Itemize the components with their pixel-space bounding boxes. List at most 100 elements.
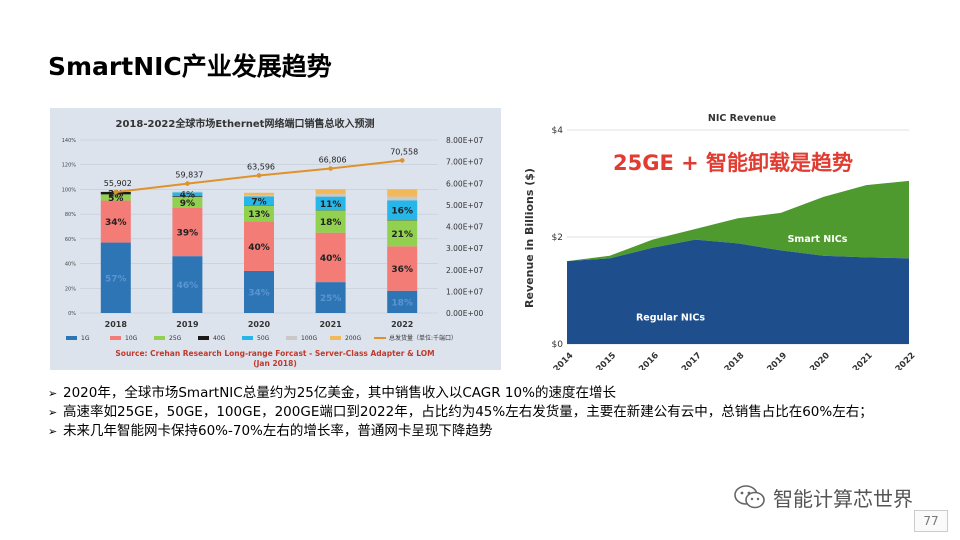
bullet-item: ➢ 高速率如25GE，50GE，100GE，200GE端口到2022年，占比约为4… — [48, 403, 908, 422]
total-shipment-point — [256, 173, 262, 178]
bar-segment-50G — [387, 200, 418, 221]
bar-segment-25G — [100, 194, 131, 201]
legend-swatch — [242, 336, 253, 340]
y-right-tick-label: 6.00E+07 — [446, 179, 483, 188]
area-smart-nics — [567, 180, 909, 262]
bar-data-label: 2% — [108, 190, 123, 200]
y-left-tick-label: 20% — [65, 286, 76, 292]
watermark-text: 智能计算芯世界 — [773, 486, 913, 511]
series-label-smart: Smart NICs — [788, 234, 848, 245]
y-left-tick-label: 100% — [62, 187, 77, 193]
bar-segment-1G — [244, 270, 274, 313]
bullet-arrow-icon: ➢ — [48, 406, 58, 419]
area-regular-nics — [567, 239, 909, 344]
total-shipment-label: 59,837 — [175, 171, 203, 180]
y-axis-label: Revenue in Billions ($) — [523, 168, 536, 308]
y-tick-label: $4 — [552, 126, 564, 136]
x-tick-label: 2020 — [808, 351, 832, 370]
x-tick-label: 2017 — [680, 351, 704, 370]
bar-data-label: 57% — [105, 274, 127, 284]
x-tick-label: 2022 — [894, 351, 917, 370]
x-tick-label: 2022 — [391, 320, 413, 329]
bar-data-label: 21% — [391, 230, 413, 240]
nic-revenue-chart-panel: $0 $2 $4 Regular NICs Smart NICs 2014 2015 2016… — [517, 108, 918, 374]
chart-title: NIC Revenue — [708, 113, 776, 124]
y-left-tick-label: 120% — [62, 163, 77, 169]
y-right-tick-label: 1.00E+07 — [446, 287, 483, 296]
bar-segment-10G — [172, 207, 203, 257]
bar-segment-200G — [244, 192, 274, 196]
legend-swatch — [66, 336, 77, 340]
legend-label: 50G — [257, 335, 270, 342]
chart-title: 2018-2022全球市场Ethernet网络端口销售总收入预测 — [116, 117, 375, 130]
bar-data-label: 34% — [248, 288, 270, 298]
bar-data-label: 16% — [391, 207, 413, 217]
total-shipment-label: 55,902 — [104, 179, 132, 188]
bar-data-label: 9% — [180, 199, 195, 209]
x-tick-label: 2019 — [176, 320, 199, 329]
bar-segment-1G — [315, 282, 346, 313]
bar-segment-10G — [100, 200, 131, 243]
bar-segment-100G — [244, 195, 274, 197]
watermark: 智能计算芯世界 — [733, 482, 913, 512]
chart-source: Source: Crehan Research Long-range Forca… — [115, 349, 434, 358]
bar-data-label: 7% — [251, 197, 266, 207]
bar-segment-100G — [172, 191, 203, 193]
legend-swatch — [198, 336, 209, 340]
bar-segment-200G — [387, 189, 418, 197]
y-right-tick-label: 7.00E+07 — [446, 158, 483, 167]
y-left-tick-label: 140% — [62, 138, 77, 144]
bar-data-label: 5% — [108, 194, 123, 204]
chart-annotation: 25GE + 智能卸载是趋势 — [613, 151, 853, 175]
legend-swatch — [110, 336, 121, 340]
legend-swatch — [286, 336, 297, 340]
bar-data-label: 39% — [177, 229, 199, 239]
y-right-tick-label: 3.00E+07 — [446, 244, 483, 253]
y-right-tick-label: 2.00E+07 — [446, 266, 483, 275]
legend-swatch — [330, 336, 341, 340]
bullet-text: 高速率如25GE，50GE，100GE，200GE端口到2022年，占比约为45… — [63, 404, 873, 420]
total-shipment-point — [328, 166, 333, 171]
bar-segment-200G — [315, 189, 346, 195]
bar-data-label: 18% — [320, 218, 342, 228]
bar-segment-10G — [315, 232, 346, 283]
bar-segment-50G — [172, 192, 203, 197]
y-right-tick-label: 5.00E+07 — [446, 201, 483, 210]
total-shipment-point — [185, 181, 190, 186]
bar-segment-10G — [244, 221, 274, 271]
legend-label: 200G — [345, 335, 361, 342]
bar-data-label: 40% — [320, 254, 342, 264]
y-tick-label: $0 — [552, 340, 564, 350]
x-tick-label: 2019 — [765, 351, 789, 370]
bar-data-label: 46% — [177, 281, 199, 291]
bar-segment-1G — [172, 256, 203, 313]
bar-segment-1G — [387, 290, 418, 313]
y-right-tick-label: 8.00E+07 — [446, 136, 483, 145]
bar-segment-40G — [172, 196, 203, 197]
legend-label: 总发货量（单位:千端口） — [389, 334, 457, 342]
bar-data-label: 13% — [248, 210, 270, 220]
x-tick-label: 2021 — [319, 320, 342, 329]
total-shipment-label: 63,596 — [247, 162, 275, 171]
total-shipment-point — [113, 189, 119, 195]
legend-label: 40G — [213, 335, 226, 342]
bar-segment-25G — [172, 196, 203, 208]
y-left-tick-label: 40% — [65, 262, 76, 268]
total-shipment-label: 66,806 — [319, 156, 347, 165]
bar-data-label: 18% — [391, 298, 413, 308]
page-number: 77 — [914, 510, 948, 532]
bar-data-label: 34% — [105, 218, 127, 228]
bar-segment-100G — [387, 196, 418, 201]
bar-segment-25G — [315, 210, 346, 233]
nic-revenue-chart: $0 $2 $4 Regular NICs Smart NICs 2014 2015 2016… — [523, 113, 918, 374]
y-left-tick-label: 60% — [65, 237, 76, 243]
bar-data-label: 4% — [180, 191, 195, 201]
y-left-tick-label: 80% — [65, 212, 76, 218]
bar-segment-1G — [100, 242, 131, 313]
bullet-arrow-icon: ➢ — [48, 425, 58, 438]
y-tick-label: $2 — [552, 233, 563, 243]
legend-swatch — [154, 336, 165, 340]
x-tick-label: 2014 — [552, 351, 576, 370]
bar-segment-25G — [244, 205, 274, 222]
x-tick-label: 2020 — [248, 320, 271, 329]
